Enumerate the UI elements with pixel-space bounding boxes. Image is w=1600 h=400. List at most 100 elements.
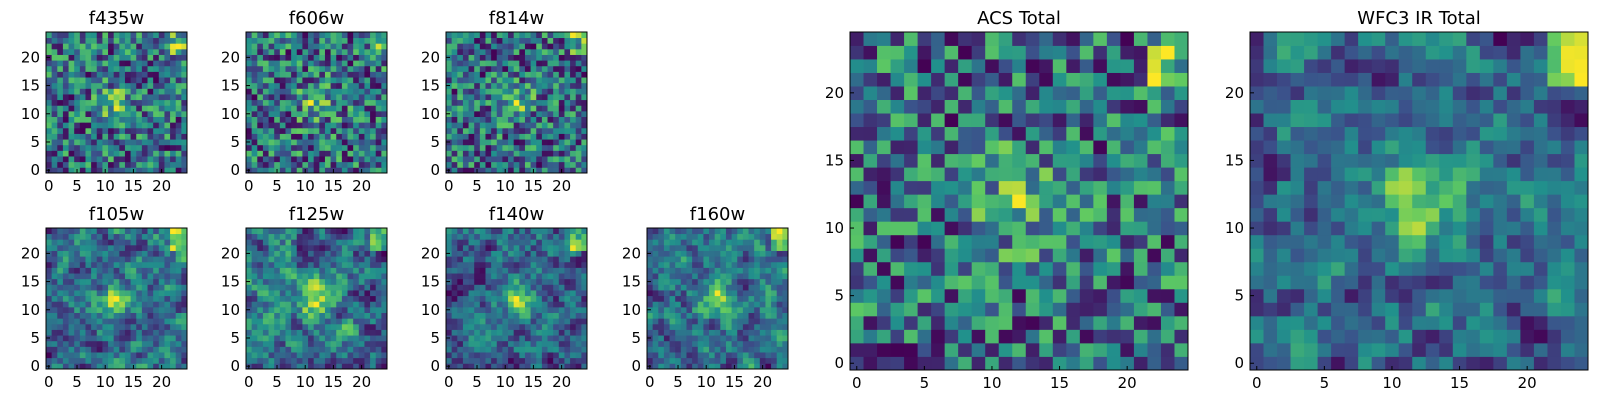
heatmap-cell — [113, 312, 120, 319]
heatmap-cell — [324, 139, 331, 146]
heatmap-cell — [697, 352, 704, 359]
heatmap-cell — [147, 94, 154, 101]
heatmap-cell — [341, 357, 348, 364]
heatmap-cell — [647, 228, 654, 235]
heatmap-cell — [136, 54, 143, 61]
heatmap-cell — [268, 301, 275, 308]
heatmap-cell — [570, 133, 577, 140]
heatmap-cell — [754, 340, 761, 347]
heatmap-cell — [324, 346, 331, 353]
heatmap-cell — [782, 346, 789, 353]
heatmap-cell — [153, 161, 160, 168]
heatmap-cell — [375, 340, 382, 347]
heatmap-cell — [347, 312, 354, 319]
heatmap-cell — [336, 127, 343, 134]
heatmap-cell — [175, 233, 182, 240]
heatmap-cell — [669, 306, 676, 313]
heatmap-cell — [124, 88, 131, 95]
heatmap-cell — [262, 295, 269, 302]
heatmap-cell — [524, 54, 531, 61]
heatmap-cell — [474, 318, 481, 325]
heatmap-cell — [468, 273, 475, 280]
heatmap-cell — [302, 150, 309, 157]
heatmap-cell — [765, 244, 772, 251]
heatmap-cell — [524, 116, 531, 123]
heatmap-cell — [446, 48, 453, 55]
heatmap-cell — [931, 194, 946, 209]
heatmap-cell — [358, 256, 365, 263]
heatmap-cell — [485, 105, 492, 112]
heatmap-cell — [85, 357, 92, 364]
heatmap-cell — [530, 32, 537, 39]
heatmap-cell — [1133, 288, 1148, 303]
heatmap-cell — [381, 239, 388, 246]
heatmap-cell — [917, 140, 932, 155]
heatmap-cell — [119, 284, 126, 291]
heatmap-cell — [944, 234, 959, 249]
heatmap-cell — [581, 161, 588, 168]
y-tick-label: 0 — [430, 357, 440, 375]
heatmap-cell — [62, 94, 69, 101]
heatmap-cell — [513, 312, 520, 319]
heatmap-cell — [754, 301, 761, 308]
heatmap-cell — [536, 144, 543, 151]
heatmap-cell — [564, 340, 571, 347]
heatmap-cell — [158, 116, 165, 123]
heatmap-cell — [536, 228, 543, 235]
heatmap-cell — [268, 352, 275, 359]
heatmap-cell — [451, 357, 458, 364]
heatmap-cell — [147, 65, 154, 72]
heatmap-cell — [296, 329, 303, 336]
heatmap-cell — [536, 105, 543, 112]
heatmap-cell — [971, 221, 986, 236]
heatmap-cell — [147, 161, 154, 168]
heatmap-cell — [153, 71, 160, 78]
heatmap-cell — [319, 346, 326, 353]
heatmap-cell — [669, 239, 676, 246]
heatmap-cell — [513, 306, 520, 313]
heatmap-cell — [1066, 194, 1081, 209]
heatmap-cell — [508, 161, 515, 168]
heatmap-cell — [541, 122, 548, 129]
heatmap-cell — [570, 110, 577, 117]
heatmap-cell — [491, 301, 498, 308]
heatmap-cell — [381, 122, 388, 129]
heatmap-cell — [1025, 180, 1040, 195]
heatmap-cell — [57, 167, 64, 174]
heatmap-cell — [381, 290, 388, 297]
heatmap-cell — [720, 261, 727, 268]
heatmap-cell — [381, 127, 388, 134]
heatmap-cell — [181, 256, 188, 263]
heatmap-cell — [262, 250, 269, 257]
heatmap-cell — [313, 284, 320, 291]
heatmap-cell — [347, 88, 354, 95]
heatmap-cell — [737, 228, 744, 235]
heatmap-cell — [347, 167, 354, 174]
heatmap-cell — [113, 357, 120, 364]
heatmap-cell — [479, 54, 486, 61]
heatmap-cell — [181, 116, 188, 123]
heatmap-cell — [524, 65, 531, 72]
heatmap-cell — [917, 275, 932, 290]
heatmap-cell — [85, 273, 92, 280]
heatmap-cell — [51, 228, 58, 235]
heatmap-cell — [647, 346, 654, 353]
heatmap-cell — [513, 144, 520, 151]
heatmap-cell — [1052, 275, 1067, 290]
y-tick-label: 15 — [21, 77, 40, 95]
heatmap-cell — [581, 256, 588, 263]
heatmap-cell — [96, 156, 103, 163]
heatmap-cell — [485, 156, 492, 163]
heatmap-cell — [553, 278, 560, 285]
heatmap-cell — [468, 329, 475, 336]
heatmap-cell — [347, 318, 354, 325]
heatmap-cell — [446, 156, 453, 163]
heatmap-cell — [658, 357, 665, 364]
heatmap-cell — [863, 234, 878, 249]
heatmap-cell — [62, 284, 69, 291]
heatmap-cell — [462, 312, 469, 319]
heatmap-cell — [51, 250, 58, 257]
heatmap-cell — [1025, 261, 1040, 276]
heatmap-cell — [330, 65, 337, 72]
heatmap-cell — [491, 295, 498, 302]
